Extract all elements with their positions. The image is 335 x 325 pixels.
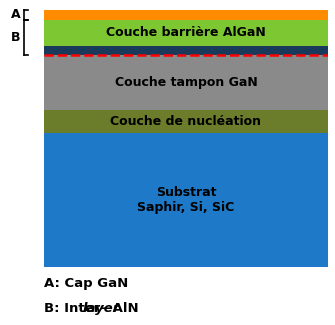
Text: layer: layer: [83, 302, 120, 315]
Text: A: Cap GaN: A: Cap GaN: [44, 277, 128, 290]
Bar: [44, 20, 328, 46]
Text: Substrat
Saphir, Si, SiC: Substrat Saphir, Si, SiC: [137, 186, 234, 214]
Text: Couche de nucléation: Couche de nucléation: [111, 115, 261, 128]
Text: A: A: [10, 8, 20, 21]
Bar: [44, 133, 328, 266]
Text: Couche tampon GaN: Couche tampon GaN: [115, 76, 257, 89]
Bar: [44, 10, 328, 20]
Bar: [44, 110, 328, 133]
Bar: [44, 46, 328, 55]
Bar: [44, 55, 328, 110]
Text: B: B: [11, 31, 20, 44]
Text: AlN: AlN: [108, 302, 138, 315]
Text: B: Inter-: B: Inter-: [44, 302, 106, 315]
Text: Couche barrière AlGaN: Couche barrière AlGaN: [106, 26, 266, 39]
